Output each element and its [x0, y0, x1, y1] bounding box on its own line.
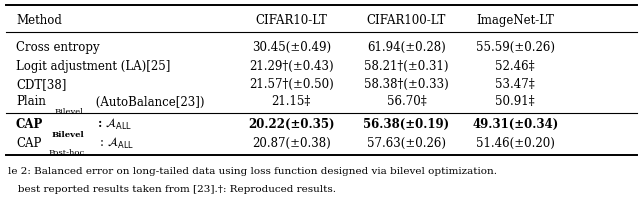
- Text: 55.59(±0.26): 55.59(±0.26): [476, 41, 555, 54]
- Text: 30.45(±0.49): 30.45(±0.49): [252, 41, 331, 54]
- Text: 56.38(±0.19): 56.38(±0.19): [364, 118, 449, 131]
- Text: (AutoBalance[23]): (AutoBalance[23]): [92, 95, 204, 109]
- Text: 21.57†(±0.50): 21.57†(±0.50): [249, 78, 333, 91]
- Text: 58.21†(±0.31): 58.21†(±0.31): [364, 60, 449, 73]
- Text: Cross entropy: Cross entropy: [16, 41, 100, 54]
- Text: Bilevel: Bilevel: [54, 108, 84, 116]
- Text: CDT[38]: CDT[38]: [16, 78, 67, 91]
- Text: 57.63(±0.26): 57.63(±0.26): [367, 137, 446, 150]
- Text: CIFAR10-LT: CIFAR10-LT: [255, 14, 327, 27]
- Text: 20.22(±0.35): 20.22(±0.35): [248, 118, 335, 131]
- Text: 52.46‡: 52.46‡: [495, 60, 535, 73]
- Text: 61.94(±0.28): 61.94(±0.28): [367, 41, 446, 54]
- Text: CAP: CAP: [16, 118, 44, 131]
- Text: best reported results taken from [23].†: Reproduced results.: best reported results taken from [23].†:…: [8, 185, 336, 194]
- Text: Plain: Plain: [16, 95, 46, 109]
- Text: 53.47‡: 53.47‡: [495, 78, 535, 91]
- Text: Bilevel: Bilevel: [51, 131, 84, 139]
- Text: : $\mathcal{A}_{\rm ALL}$: : $\mathcal{A}_{\rm ALL}$: [93, 117, 132, 132]
- Text: : $\mathcal{A}_{\rm ALL}$: : $\mathcal{A}_{\rm ALL}$: [95, 136, 134, 151]
- Text: Logit adjustment (LA)[25]: Logit adjustment (LA)[25]: [16, 60, 170, 73]
- Text: 51.46(±0.20): 51.46(±0.20): [476, 137, 555, 150]
- Text: 58.38†(±0.33): 58.38†(±0.33): [364, 78, 449, 91]
- Text: CIFAR100-LT: CIFAR100-LT: [367, 14, 446, 27]
- Text: Method: Method: [16, 14, 62, 27]
- Text: 49.31(±0.34): 49.31(±0.34): [472, 118, 558, 131]
- Text: CAP: CAP: [16, 137, 42, 150]
- Text: 56.70‡: 56.70‡: [387, 95, 426, 109]
- Text: le 2: Balanced error on long-tailed data using loss function designed via bileve: le 2: Balanced error on long-tailed data…: [8, 167, 497, 176]
- Text: 21.15‡: 21.15‡: [271, 95, 311, 109]
- Text: 21.29†(±0.43): 21.29†(±0.43): [249, 60, 333, 73]
- Text: Post-hoc: Post-hoc: [49, 149, 85, 157]
- Text: ImageNet-LT: ImageNet-LT: [476, 14, 554, 27]
- Text: 20.87(±0.38): 20.87(±0.38): [252, 137, 331, 150]
- Text: 50.91‡: 50.91‡: [495, 95, 535, 109]
